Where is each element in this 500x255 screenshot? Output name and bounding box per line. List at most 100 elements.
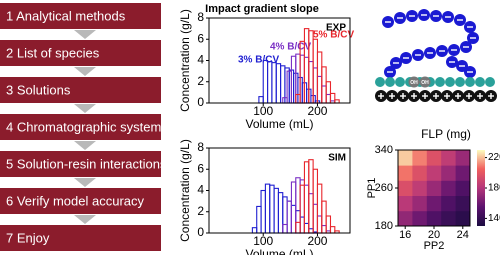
ligand-bead — [395, 77, 405, 87]
heatmap-cell — [412, 195, 428, 212]
step-box — [0, 3, 161, 29]
heatmap-cell — [426, 210, 442, 227]
heatmap-cell — [426, 165, 442, 181]
heatmap-cell — [412, 165, 428, 181]
y-axis-label: PP1 — [366, 178, 378, 199]
heatmap-cell — [412, 150, 428, 166]
y-tick-label: 180 — [375, 220, 393, 232]
panel-annotation: EXP — [326, 23, 346, 34]
y-tick-label: 0 — [197, 95, 204, 109]
histogram-bar — [308, 228, 314, 234]
heatmap-cell — [455, 150, 471, 166]
histogram-bar — [256, 205, 262, 234]
y-tick-label: 2 — [197, 204, 204, 218]
plot-frame — [397, 149, 471, 227]
heatmap-cell — [455, 180, 471, 196]
histogram-bar — [262, 59, 269, 104]
heatmap-cell — [412, 210, 428, 227]
histogram-bar — [290, 181, 297, 234]
histogram-bar — [308, 193, 314, 234]
heatmap-cell — [441, 165, 456, 181]
heatmap-cell — [441, 180, 456, 196]
x-tick-label: 200 — [307, 234, 327, 248]
heatmap-cell — [426, 195, 442, 212]
step-label: 4 Chromatographic system — [6, 119, 161, 134]
histogram-bar — [275, 63, 282, 104]
histogram-bar — [321, 200, 327, 234]
step-arrow — [74, 178, 96, 187]
heatmap-cell — [455, 195, 471, 212]
x-axis-label: PP2 — [424, 240, 445, 252]
chart-title: FLP (mg) — [421, 127, 471, 141]
histogram-bar — [316, 215, 323, 234]
histogram-bar — [312, 168, 319, 234]
x-tick-label: 200 — [307, 104, 327, 118]
histogram-bar — [286, 200, 292, 234]
step-label: 6 Verify model accuracy — [6, 193, 145, 208]
ligand-bead — [445, 77, 455, 87]
ligand-bead — [485, 77, 495, 87]
ligand-bead — [475, 77, 485, 87]
hydroxyl-label: OH — [421, 80, 429, 86]
histogram-bar — [303, 184, 310, 234]
x-axis-label: Volume (mL) — [245, 247, 313, 255]
hydroxyl-bead — [419, 76, 431, 88]
histogram-bar — [286, 200, 292, 234]
step-arrow — [74, 141, 96, 150]
plot-frame — [208, 17, 351, 104]
heatmap-cell — [426, 180, 442, 196]
histogram-bar — [329, 92, 336, 104]
histogram-bar — [299, 184, 305, 234]
y-tick-label: 6 — [197, 31, 204, 45]
y-axis-label: Concentration (g/L) — [178, 9, 192, 112]
step-label: 1 Analytical methods — [6, 8, 126, 23]
y-tick-label: 340 — [375, 144, 393, 156]
heatmap-cell — [398, 195, 413, 212]
colorbar-tick-label: 180 — [488, 183, 500, 194]
histogram-bar — [264, 183, 271, 234]
histogram-bar — [316, 51, 323, 104]
histogram-bar — [329, 226, 336, 234]
y-tick-label: 0 — [197, 225, 204, 239]
y-tick-label: 6 — [197, 161, 204, 175]
step-box — [0, 151, 161, 177]
colorbar — [477, 150, 485, 226]
hydroxyl-bead — [408, 76, 420, 88]
heatmap-cell — [398, 165, 413, 181]
y-tick-label: 8 — [197, 10, 204, 24]
x-tick-label: 100 — [253, 234, 273, 248]
histogram-bar — [277, 192, 284, 234]
heatmap-cell — [455, 210, 471, 227]
histogram-bar — [312, 38, 319, 104]
heatmap-cell — [398, 150, 413, 166]
histogram-bar — [316, 75, 323, 104]
step-box — [0, 188, 161, 214]
heatmap-cell — [441, 210, 456, 227]
ligand-bead — [465, 77, 475, 87]
histogram-bar — [295, 221, 301, 234]
step-arrow — [74, 30, 96, 39]
step-box — [0, 77, 161, 103]
y-tick-label: 4 — [197, 183, 204, 197]
x-axis-label: Volume (mL) — [245, 117, 313, 131]
histogram-bar — [325, 81, 332, 104]
y-tick-label: 4 — [197, 53, 204, 67]
x-tick-label: 16 — [399, 229, 411, 241]
histogram-bar — [260, 189, 266, 234]
panel-annotation: SIM — [328, 153, 346, 164]
ligand-bead — [385, 77, 395, 87]
plot-frame — [208, 147, 351, 234]
histogram-bar — [303, 161, 310, 234]
y-tick-label: 2 — [197, 74, 204, 88]
ligand-bead — [375, 77, 385, 87]
histogram-bar — [282, 223, 288, 234]
histogram-bar — [282, 196, 288, 234]
resin-illustration: OH OH — [375, 9, 497, 102]
histogram-bar — [267, 61, 273, 104]
heatmap-cell — [398, 210, 413, 227]
step-list: 1 Analytical methods 2 List of species 3 S… — [0, 3, 167, 251]
histogram-bar — [273, 187, 279, 234]
